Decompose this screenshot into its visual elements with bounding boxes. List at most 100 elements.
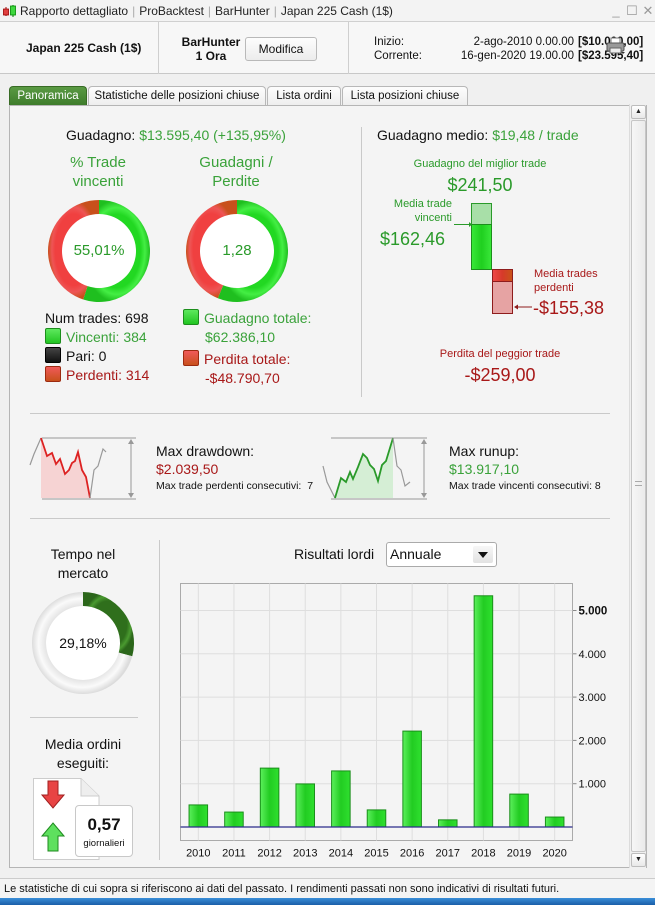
winners-swatch: [45, 328, 61, 344]
period-selected: Annuale: [390, 546, 442, 562]
orders-value-box: 0,57 giornalieri: [75, 805, 133, 857]
total-loss-swatch: [183, 350, 199, 366]
gl-title: Guadagni / Perdite: [186, 153, 286, 191]
time-in-market-value: 29,18%: [59, 635, 107, 651]
tab-panoramica[interactable]: Panoramica: [9, 86, 87, 106]
total-gain-row: Guadagno totale:: [183, 309, 311, 328]
x-tick-label: 2011: [222, 848, 246, 860]
section-divider: [30, 413, 610, 414]
avg-gain-label: Guadagno medio:: [377, 127, 489, 143]
avg-gain-summary: Guadagno medio: $19,48 / trade: [377, 127, 579, 143]
tab-statistiche[interactable]: Statistiche delle posizioni chiuse: [88, 86, 266, 106]
period-select[interactable]: Annuale: [386, 542, 497, 567]
total-loss-label: Perdita totale:: [204, 351, 291, 367]
donut-center: [200, 214, 274, 288]
bar-2010: [188, 804, 209, 828]
header-divider: [158, 22, 159, 74]
loss-bar-extension: [492, 281, 513, 314]
runup-consecutive: Max trade vincenti consecutivi: 8: [449, 480, 601, 492]
worst-trade-label: Perdita del peggior trade: [439, 348, 561, 360]
drawdown-consecutive-value: 7: [307, 480, 314, 492]
section-divider: [30, 717, 138, 718]
title-bar: Rapporto dettagliato | ProBacktest | BarHunt…: [0, 0, 655, 22]
drawdown-sparkline: [29, 437, 136, 500]
drawdown-consecutive-label: Max trade perdenti consecutivi:: [156, 480, 302, 492]
close-button[interactable]: ✕: [642, 3, 654, 18]
modify-button[interactable]: Modifica: [245, 37, 317, 61]
bar-2014: [331, 770, 351, 828]
instrument-name: Japan 225 Cash (1$): [26, 41, 142, 55]
winners-label: Vincenti: 384: [66, 329, 147, 345]
best-trade-bar: [471, 203, 492, 225]
x-tick-label: 2019: [507, 848, 531, 860]
avg-win-bar: [471, 224, 492, 270]
tab-lista-ordini[interactable]: Lista ordini: [267, 86, 341, 106]
even-label: Pari: 0: [66, 348, 107, 364]
scroll-down-button[interactable]: ▼: [631, 853, 646, 867]
gl-ratio-value: 1,28: [222, 242, 252, 259]
y-tick-label: 5.000: [579, 606, 608, 618]
taskbar-strip: [0, 898, 655, 905]
orders-title: Media ordini eseguiti:: [30, 735, 136, 773]
worst-trade-value: -$259,00: [464, 365, 536, 385]
maximize-button[interactable]: ☐: [626, 3, 638, 18]
bar-2013: [295, 783, 315, 828]
drawdown-label: Max drawdown:: [156, 443, 255, 459]
x-tick-label: 2017: [436, 848, 460, 860]
total-loss-row: Perdita totale:: [183, 350, 311, 369]
trade-range-bars: [454, 203, 513, 314]
title-part: ProBacktest: [139, 4, 204, 18]
x-tick-label: 2010: [186, 848, 210, 860]
strategy-timeframe: 1 Ora: [195, 49, 227, 63]
strategy-info: BarHunter 1 Ora: [176, 35, 246, 63]
scroll-thumb[interactable]: [631, 120, 646, 852]
total-loss-value: -$48.790,70: [205, 370, 280, 386]
gain-value: $13.595,40 (+135,95%): [139, 127, 286, 143]
best-trade-label: Guadagno del miglior trade: [413, 158, 547, 170]
minimize-button[interactable]: _: [612, 3, 620, 18]
even-row: Pari: 0: [45, 347, 149, 366]
results-label: Risultati lordi: [294, 546, 375, 562]
win-pct-value: 55,01%: [73, 242, 125, 259]
avg-loss-arrow-icon: [514, 304, 532, 310]
avg-loss-label: Media trades perdenti: [534, 267, 598, 295]
time-in-market-title-line: mercato: [57, 565, 109, 581]
tab-lista-posizioni[interactable]: Lista posizioni chiuse: [342, 86, 468, 106]
scroll-up-button[interactable]: ▲: [631, 105, 646, 119]
x-tick-label: 2013: [293, 848, 317, 860]
title-part: Japan 225 Cash (1$): [280, 4, 393, 18]
bar-2011: [224, 811, 244, 828]
bar-2012: [259, 767, 280, 828]
printer-icon[interactable]: [606, 37, 626, 55]
candlestick-app-icon: [3, 5, 16, 17]
arrow-up-icon: [40, 822, 66, 852]
start-row: Inizio:2-ago-2010 0.00.00[$10.000,00]: [374, 36, 643, 48]
current-amount: [$23.595,40]: [578, 50, 644, 62]
vertical-scrollbar[interactable]: ▲ ▼: [629, 104, 646, 868]
start-label: Inizio:: [374, 36, 405, 48]
donut-center: [62, 214, 136, 288]
report-header: Japan 225 Cash (1$) BarHunter 1 Ora Modi…: [0, 22, 655, 74]
bar-2018: [473, 595, 494, 828]
time-in-market-title-line: Tempo nel: [50, 546, 116, 562]
win-arc: [83, 200, 150, 302]
avg-win-value: $162,46: [380, 229, 446, 249]
title-part: Rapporto dettagliato: [20, 4, 129, 18]
num-trades: Num trades: 698: [45, 310, 149, 326]
x-tick-label: 2014: [329, 848, 353, 860]
y-tick-label: 4.000: [579, 649, 607, 661]
in-market-arc: [83, 592, 134, 657]
runup-sparkline: [322, 437, 427, 500]
section-divider: [361, 127, 362, 397]
drawdown-consecutive: Max trade perdenti consecutivi: 7: [156, 480, 313, 492]
avg-win-label: Media trade vincenti: [380, 197, 452, 225]
x-tick-label: 2018: [471, 848, 495, 860]
annual-results-chart: 1.000 2.000 3.000 4.000 5.000 2010 2011 2012 201…: [180, 583, 608, 860]
runup-consecutive-label: Max trade vincenti consecutivi:: [449, 480, 592, 492]
win-pct-title-line: vincenti: [72, 173, 124, 190]
chevron-down-icon[interactable]: [473, 546, 493, 563]
y-tick-label: 2.000: [579, 735, 607, 747]
grip-icon: [635, 481, 642, 486]
time-in-market-title: Tempo nel mercato: [30, 545, 136, 583]
bar-2017: [438, 819, 458, 828]
